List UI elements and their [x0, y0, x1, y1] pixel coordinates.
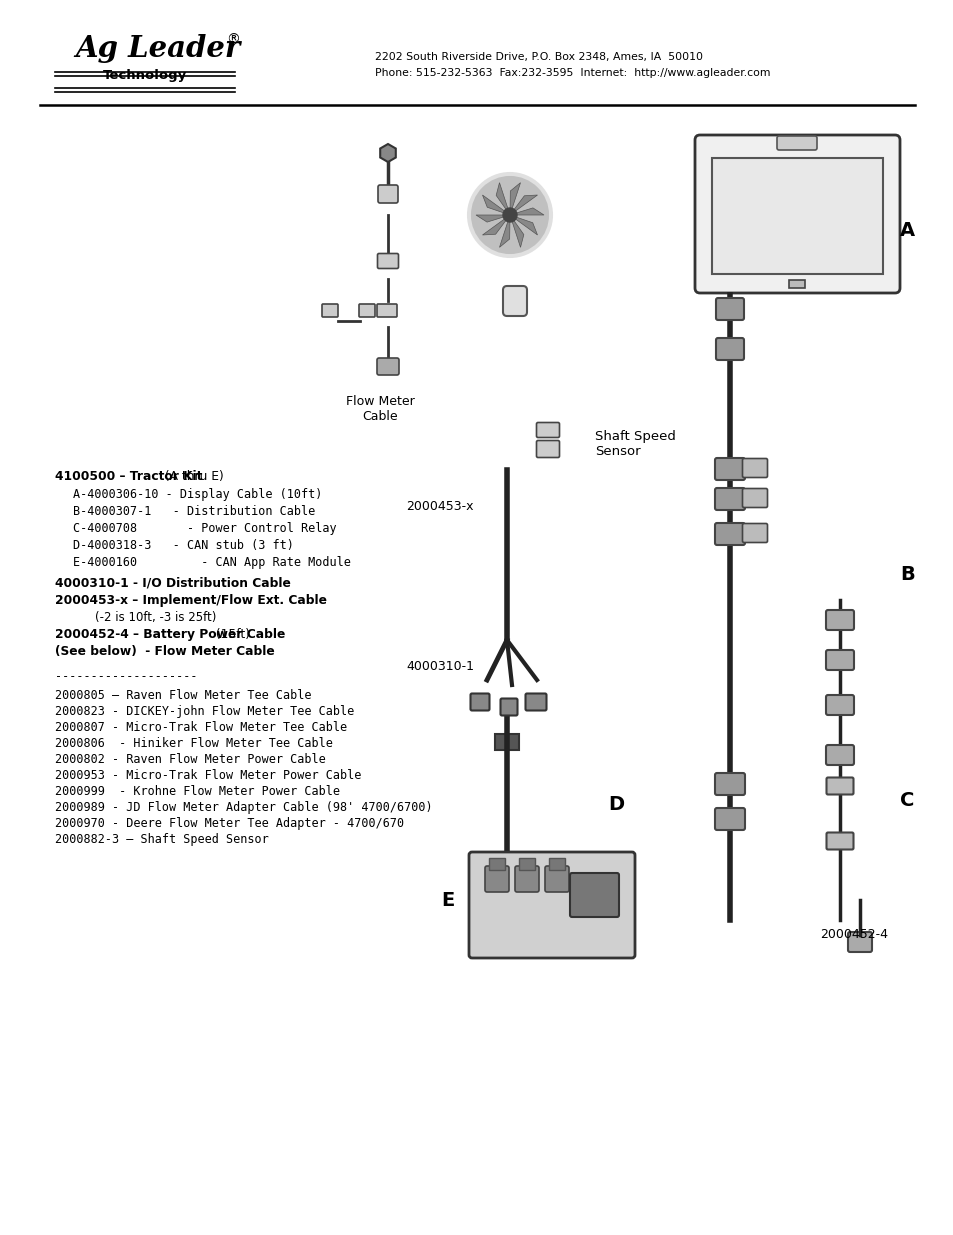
FancyBboxPatch shape [377, 253, 398, 268]
Text: ®: ® [226, 33, 239, 47]
Text: 2000452-4: 2000452-4 [820, 929, 887, 941]
FancyBboxPatch shape [376, 358, 398, 375]
Text: E-4000160         - CAN App Rate Module: E-4000160 - CAN App Rate Module [73, 556, 351, 569]
FancyBboxPatch shape [525, 694, 546, 710]
Text: 2000453-x – Implement/Flow Ext. Cable: 2000453-x – Implement/Flow Ext. Cable [55, 594, 327, 606]
FancyBboxPatch shape [322, 304, 337, 317]
Text: Flow Meter
Cable: Flow Meter Cable [345, 395, 414, 424]
FancyBboxPatch shape [716, 338, 743, 359]
Text: 4100500 – Tractor Kit: 4100500 – Tractor Kit [55, 471, 202, 483]
Text: 2000970 - Deere Flow Meter Tee Adapter - 4700/670: 2000970 - Deere Flow Meter Tee Adapter -… [55, 818, 404, 830]
FancyBboxPatch shape [825, 745, 853, 764]
Text: A-4000306-10 - Display Cable (10ft): A-4000306-10 - Display Cable (10ft) [73, 488, 322, 501]
Polygon shape [482, 215, 510, 235]
Text: Shaft Speed
Sensor: Shaft Speed Sensor [595, 430, 675, 458]
Polygon shape [380, 144, 395, 162]
Polygon shape [476, 215, 510, 222]
FancyBboxPatch shape [569, 873, 618, 918]
Text: B-4000307-1   - Distribution Cable: B-4000307-1 - Distribution Cable [73, 505, 314, 517]
Polygon shape [510, 215, 523, 247]
FancyBboxPatch shape [825, 650, 853, 671]
Text: D-4000318-3   - CAN stub (3 ft): D-4000318-3 - CAN stub (3 ft) [73, 538, 294, 552]
FancyBboxPatch shape [377, 185, 397, 203]
FancyBboxPatch shape [714, 458, 744, 480]
FancyBboxPatch shape [847, 932, 871, 952]
FancyBboxPatch shape [536, 441, 558, 457]
FancyBboxPatch shape [714, 773, 744, 795]
Polygon shape [510, 183, 520, 215]
FancyBboxPatch shape [500, 699, 517, 715]
Circle shape [468, 173, 552, 257]
Text: 2000802 - Raven Flow Meter Power Cable: 2000802 - Raven Flow Meter Power Cable [55, 753, 325, 766]
Polygon shape [510, 195, 537, 215]
Text: 2000823 - DICKEY-john Flow Meter Tee Cable: 2000823 - DICKEY-john Flow Meter Tee Cab… [55, 705, 354, 718]
Text: Ag Leader: Ag Leader [75, 35, 240, 63]
Text: 2000807 - Micro-Trak Flow Meter Tee Cable: 2000807 - Micro-Trak Flow Meter Tee Cabl… [55, 721, 347, 734]
Text: E: E [441, 890, 455, 909]
FancyBboxPatch shape [502, 287, 526, 316]
Text: 2000452-4 – Battery Power Cable: 2000452-4 – Battery Power Cable [55, 629, 285, 641]
FancyBboxPatch shape [376, 304, 396, 317]
Text: 2000806  - Hiniker Flow Meter Tee Cable: 2000806 - Hiniker Flow Meter Tee Cable [55, 737, 333, 750]
Text: 2000805 – Raven Flow Meter Tee Cable: 2000805 – Raven Flow Meter Tee Cable [55, 689, 312, 701]
FancyBboxPatch shape [741, 489, 767, 508]
FancyBboxPatch shape [358, 304, 375, 317]
FancyBboxPatch shape [825, 832, 853, 850]
FancyBboxPatch shape [470, 694, 489, 710]
FancyBboxPatch shape [714, 808, 744, 830]
FancyBboxPatch shape [714, 488, 744, 510]
FancyBboxPatch shape [825, 610, 853, 630]
Text: 4000310-1 - I/O Distribution Cable: 4000310-1 - I/O Distribution Cable [55, 577, 291, 590]
Text: (See below)  - Flow Meter Cable: (See below) - Flow Meter Cable [55, 645, 274, 658]
Text: D: D [607, 795, 623, 815]
FancyBboxPatch shape [714, 522, 744, 545]
FancyBboxPatch shape [469, 852, 635, 958]
Text: 2000989 - JD Flow Meter Adapter Cable (98' 4700/6700): 2000989 - JD Flow Meter Adapter Cable (9… [55, 802, 432, 814]
Bar [495, 734, 518, 750]
Text: B: B [899, 566, 914, 584]
FancyBboxPatch shape [776, 136, 816, 149]
FancyBboxPatch shape [515, 866, 538, 892]
Text: (15ft): (15ft) [212, 629, 250, 641]
Text: Technology: Technology [103, 68, 187, 82]
FancyBboxPatch shape [825, 695, 853, 715]
FancyBboxPatch shape [741, 458, 767, 478]
Bar [548, 858, 564, 869]
FancyBboxPatch shape [536, 422, 558, 437]
Bar [489, 858, 504, 869]
Text: 2000453-x: 2000453-x [406, 500, 474, 513]
FancyBboxPatch shape [741, 524, 767, 542]
Text: 2202 South Riverside Drive, P.O. Box 2348, Ames, IA  50010: 2202 South Riverside Drive, P.O. Box 234… [375, 52, 702, 62]
Text: (-2 is 10ft, -3 is 25ft): (-2 is 10ft, -3 is 25ft) [95, 611, 216, 624]
Polygon shape [510, 215, 537, 235]
Circle shape [472, 177, 547, 253]
FancyBboxPatch shape [825, 778, 853, 794]
Text: 4000310-1: 4000310-1 [406, 659, 474, 673]
Bar [518, 858, 535, 869]
Bar [788, 280, 804, 288]
Text: 2000953 - Micro-Trak Flow Meter Power Cable: 2000953 - Micro-Trak Flow Meter Power Ca… [55, 769, 361, 782]
Circle shape [502, 207, 517, 222]
Text: C: C [899, 790, 913, 809]
Text: (A thru E): (A thru E) [161, 471, 224, 483]
Text: --------------------: -------------------- [55, 671, 197, 683]
Polygon shape [482, 195, 510, 215]
Bar [711, 158, 882, 274]
Text: Phone: 515-232-5363  Fax:232-3595  Internet:  http://www.agleader.com: Phone: 515-232-5363 Fax:232-3595 Interne… [375, 68, 770, 78]
Polygon shape [496, 183, 510, 215]
Polygon shape [510, 207, 543, 215]
Text: 2000999  - Krohne Flow Meter Power Cable: 2000999 - Krohne Flow Meter Power Cable [55, 785, 339, 798]
Text: 2000882-3 – Shaft Speed Sensor: 2000882-3 – Shaft Speed Sensor [55, 832, 269, 846]
Polygon shape [499, 215, 510, 247]
FancyBboxPatch shape [716, 298, 743, 320]
FancyBboxPatch shape [544, 866, 568, 892]
Text: C-4000708       - Power Control Relay: C-4000708 - Power Control Relay [73, 522, 336, 535]
FancyBboxPatch shape [695, 135, 899, 293]
Text: A: A [899, 221, 914, 240]
FancyBboxPatch shape [484, 866, 509, 892]
